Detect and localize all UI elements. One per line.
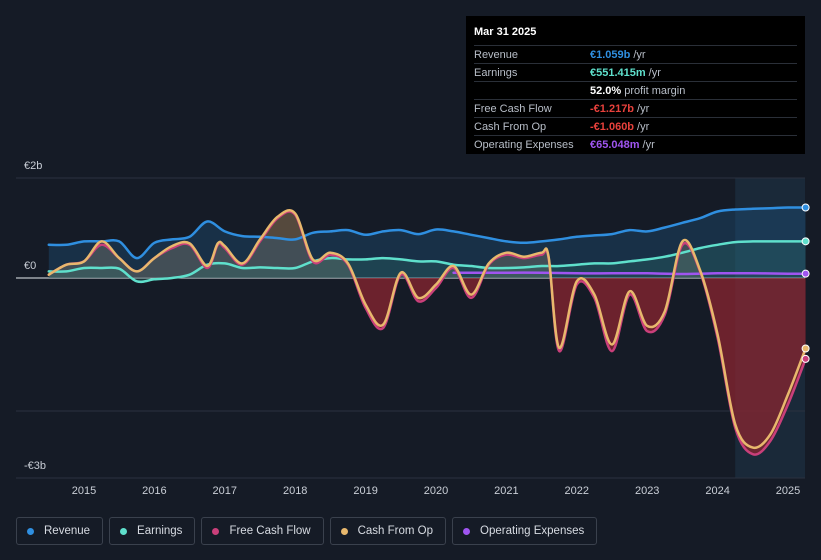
legend-label: Revenue [44,525,91,537]
tooltip-row-unit: /yr [637,102,650,115]
endpoint-revenue [801,203,810,212]
endpoint-cash-from-op [801,344,810,353]
tooltip-row: Earnings €551.415m/yr [474,63,797,81]
legend-dot-icon [340,527,348,535]
tooltip-row-unit: /yr [637,120,650,133]
series-line-cash-from-op [47,209,807,450]
x-tick-label: 2022 [565,485,589,497]
endpoint-earnings [801,237,810,246]
fcf-negative-area [48,278,806,455]
endpoint-operating-expenses [801,269,810,278]
series-line-operating-expenses [452,271,807,276]
tooltip-row-unit: /yr [648,66,661,79]
tooltip-row-value: €551.415m [590,66,646,79]
x-tick-label: 2019 [353,485,377,497]
x-tick-label: 2023 [635,485,659,497]
series-endpoints [801,203,810,363]
x-tick-label: 2016 [142,485,166,497]
tooltip-row-label: Operating Expenses [474,138,574,151]
legend-dot-icon [212,527,220,535]
x-tick-label: 2017 [213,485,237,497]
legend-item-cash-from-op[interactable]: Cash From Op [329,517,447,545]
chart-legend: Revenue Earnings Free Cash Flow Cash From O… [16,517,598,545]
tooltip-row: 52.0% profit margin [474,81,797,99]
legend-dot-icon [27,527,34,535]
y-tick-label: €2b [24,160,42,172]
legend-label: Earnings [137,525,183,537]
x-tick-label: 2025 [776,485,800,497]
tooltip-rows: Revenue €1.059b/yr Earnings €551.415m/yr 52.… [474,45,797,153]
x-tick-label: 2021 [494,485,518,497]
x-axis: 2015 2016 2017 2018 2019 2020 2021 2022 2023 2024… [72,485,800,497]
hover-tooltip: Mar 31 2025 Revenue €1.059b/yr Earnings €55… [466,16,805,154]
legend-label: Free Cash Flow [229,525,311,537]
tooltip-row: Cash From Op -€1.060b/yr [474,117,797,135]
legend-label: Operating Expenses [480,525,585,537]
tooltip-row-label: Earnings [474,66,518,79]
tooltip-row-label: Cash From Op [474,120,547,133]
tooltip-row: Operating Expenses €65.048m/yr [474,135,797,153]
tooltip-row-value: -€1.217b [590,102,635,115]
y-axis: €2b €0 -€3b [24,160,46,472]
x-tick-label: 2020 [424,485,448,497]
series-line-revenue [47,206,807,260]
tooltip-row-value: €65.048m [590,138,640,151]
x-tick-label: 2015 [72,485,96,497]
legend-item-free-cash-flow[interactable]: Free Cash Flow [201,517,324,545]
legend-label: Cash From Op [357,525,434,537]
tooltip-row: Revenue €1.059b/yr [474,45,797,63]
tooltip-row-value: €1.059b [590,48,631,61]
tooltip-row-value: 52.0% [590,84,622,97]
tooltip-row-label: Revenue [474,48,519,61]
tooltip-row: Free Cash Flow -€1.217b/yr [474,99,797,117]
legend-item-earnings[interactable]: Earnings [109,517,196,545]
tooltip-row-unit: profit margin [624,84,686,97]
legend-item-operating-expenses[interactable]: Operating Expenses [452,517,598,545]
series-lines [47,206,807,456]
y-tick-label: -€3b [24,460,46,472]
y-tick-label: €0 [24,260,36,272]
area-fills [48,207,806,455]
chart-area: €2b€0-€3b 2015 2016 2017 2018 2019 2020 2021 20… [16,160,810,497]
x-tick-label: 2018 [283,485,307,497]
x-tick-label: 2024 [705,485,729,497]
tooltip-row-value: -€1.060b [590,120,635,133]
legend-dot-icon [120,527,128,535]
series-line-earnings [47,240,807,284]
legend-item-revenue[interactable]: Revenue [16,517,104,545]
tooltip-row-label: Free Cash Flow [474,102,552,115]
tooltip-row-unit: /yr [642,138,655,151]
legend-dot-icon [463,527,471,535]
tooltip-date: Mar 31 2025 [474,26,537,38]
endpoint-free-cash-flow [801,354,810,363]
tooltip-row-unit: /yr [633,48,646,61]
